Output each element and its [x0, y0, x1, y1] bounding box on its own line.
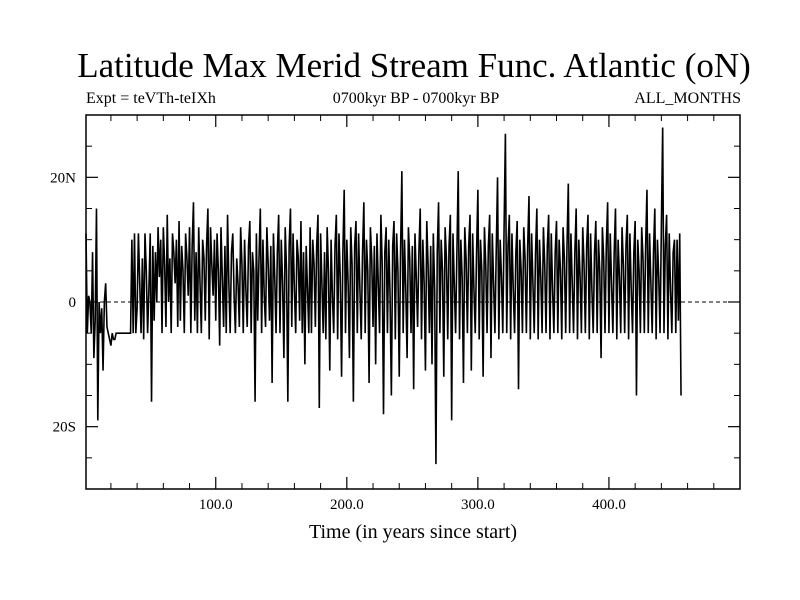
x-tick-label: 200.0 [330, 497, 364, 513]
experiment-label: Expt = teVTh-teIXh [86, 90, 216, 107]
chart-title: Latitude Max Merid Stream Func. Atlantic… [77, 46, 751, 85]
series-line-0 [85, 127, 682, 465]
time-range-label: 0700kyr BP - 0700kyr BP [332, 90, 500, 107]
x-axis-label: Time (in years since start) [308, 521, 518, 543]
y-tick-label: 0 [69, 295, 77, 311]
months-label: ALL_MONTHS [634, 90, 741, 107]
y-tick-label: 20S [53, 420, 76, 436]
x-tick-label: 300.0 [461, 497, 495, 513]
x-tick-label: 100.0 [199, 497, 233, 513]
x-tick-label: 400.0 [592, 497, 626, 513]
y-tick-label: 20N [50, 170, 76, 186]
